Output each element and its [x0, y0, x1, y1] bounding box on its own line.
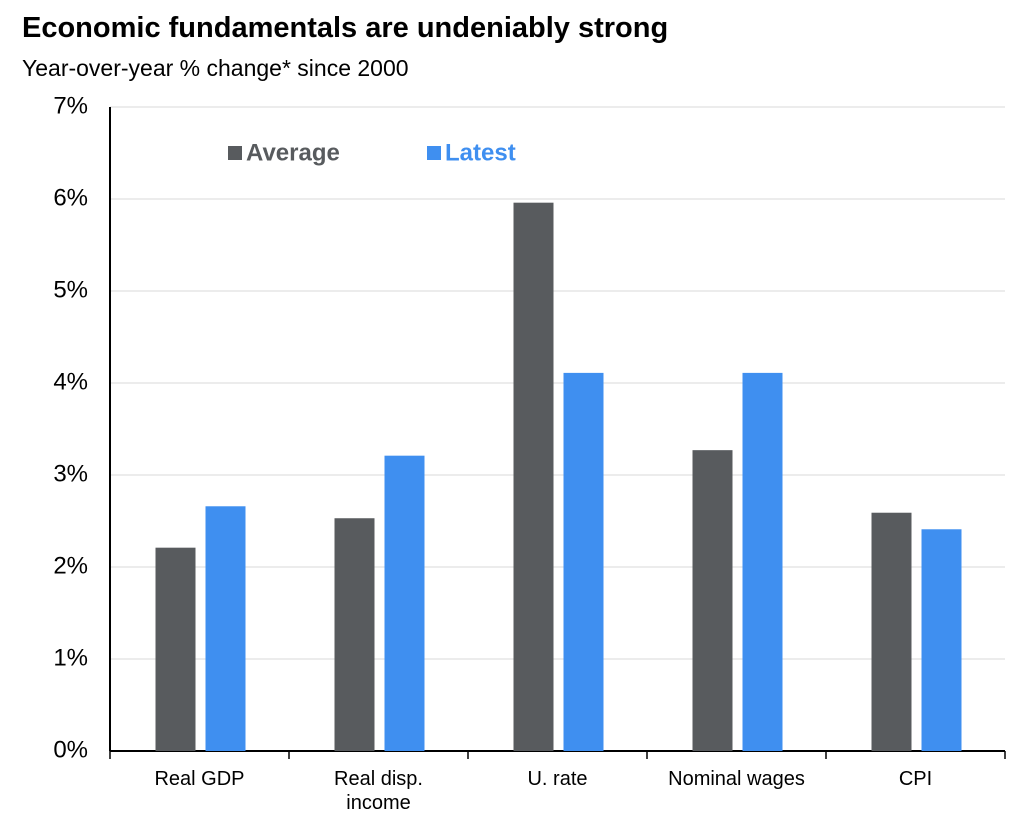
- bar: [742, 372, 783, 751]
- bar: [334, 518, 375, 751]
- y-tick-label: 4%: [53, 368, 88, 395]
- bar: [155, 547, 196, 751]
- legend-swatch: [228, 146, 242, 160]
- y-tick-label: 3%: [53, 460, 88, 487]
- bar: [563, 372, 604, 751]
- legend-label: Latest: [445, 139, 516, 166]
- y-tick-label: 1%: [53, 644, 88, 671]
- bar: [384, 455, 425, 751]
- bar: [513, 202, 554, 751]
- legend-swatch: [427, 146, 441, 160]
- chart-title: Economic fundamentals are undeniably str…: [22, 12, 669, 44]
- x-tick-label: Nominal wages: [668, 768, 805, 790]
- bar: [871, 512, 912, 751]
- y-tick-label: 7%: [53, 92, 88, 119]
- x-tick-label: CPI: [898, 768, 933, 790]
- y-tick-label: 0%: [53, 736, 88, 763]
- y-tick-label: 2%: [53, 552, 88, 579]
- x-tick-label: Real disp. income: [334, 768, 423, 814]
- chart-subtitle: Year-over-year % change* since 2000: [22, 55, 409, 81]
- bar: [205, 506, 246, 751]
- bar: [692, 450, 733, 751]
- x-tick-label: U. rate: [527, 768, 588, 790]
- bar: [921, 529, 962, 751]
- x-tick-label: Real GDP: [154, 768, 245, 790]
- y-tick-label: 5%: [53, 276, 88, 303]
- legend-label: Average: [246, 139, 340, 166]
- y-tick-label: 6%: [53, 184, 88, 211]
